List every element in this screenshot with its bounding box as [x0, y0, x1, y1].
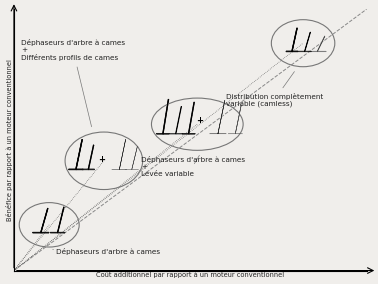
X-axis label: Coût additionnel par rapport à un moteur conventionnel: Coût additionnel par rapport à un moteur…: [96, 272, 284, 278]
Text: +: +: [98, 155, 105, 164]
Polygon shape: [228, 105, 242, 134]
Polygon shape: [33, 208, 49, 233]
Polygon shape: [68, 139, 83, 170]
Y-axis label: Bénéfice par rapport à un moteur conventionnel: Bénéfice par rapport à un moteur convent…: [6, 59, 12, 221]
Polygon shape: [182, 102, 195, 134]
Polygon shape: [308, 36, 326, 51]
Text: Déphaseurs d'arbre à cames
+
Levée variable: Déphaseurs d'arbre à cames + Levée varia…: [141, 155, 245, 177]
Text: Distribution complètement
variable (camless): Distribution complètement variable (caml…: [226, 72, 323, 107]
Polygon shape: [286, 28, 298, 51]
Polygon shape: [50, 207, 65, 233]
Polygon shape: [156, 99, 169, 134]
Polygon shape: [169, 106, 182, 134]
Polygon shape: [210, 101, 226, 134]
Polygon shape: [125, 146, 138, 170]
Text: +: +: [196, 116, 203, 125]
Polygon shape: [112, 139, 127, 170]
Text: Déphaseurs d'arbre à cames
+
Différents profils de cames: Déphaseurs d'arbre à cames + Différents …: [21, 39, 125, 127]
Text: Déphaseurs d'arbre à cames: Déphaseurs d'arbre à cames: [53, 248, 160, 255]
Polygon shape: [82, 145, 94, 170]
Polygon shape: [298, 32, 311, 51]
